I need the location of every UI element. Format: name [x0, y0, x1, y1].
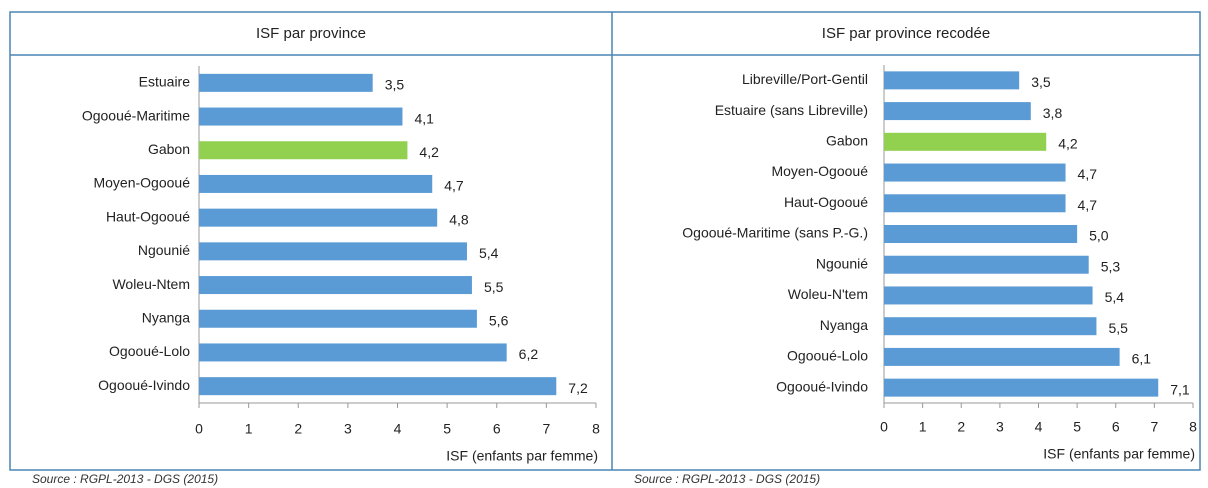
- bar: [884, 255, 1089, 274]
- bar: [199, 309, 477, 328]
- x-tick-label: 5: [443, 421, 451, 437]
- data-label: 4,7: [444, 178, 464, 194]
- data-label: 4,7: [1078, 197, 1098, 213]
- bar: [884, 194, 1066, 213]
- category-label: Haut-Ogooué: [784, 194, 868, 210]
- x-tick-label: 2: [957, 419, 965, 435]
- data-label: 7,2: [568, 380, 588, 396]
- x-tick-label: 1: [919, 419, 927, 435]
- category-label: Ogooué-Ivindo: [776, 378, 868, 394]
- x-tick-label: 7: [1150, 419, 1158, 435]
- data-label: 6,2: [519, 346, 539, 362]
- bar: [199, 343, 507, 362]
- bar: [884, 71, 1020, 90]
- category-label: Ngounié: [816, 255, 868, 271]
- x-tick-label: 8: [592, 421, 600, 437]
- x-axis-title: ISF (enfants par femme): [1043, 446, 1195, 462]
- data-label: 5,5: [1108, 320, 1128, 336]
- data-label: 5,3: [1101, 258, 1121, 274]
- data-label: 6,1: [1132, 351, 1152, 367]
- bar: [884, 132, 1047, 151]
- category-label: Gabon: [148, 141, 190, 157]
- bar: [199, 174, 433, 193]
- source: Source : RGPL-2013 - DGS (2015): [634, 472, 820, 486]
- category-label: Gabon: [826, 133, 868, 149]
- x-tick-label: 4: [1035, 419, 1043, 435]
- category-label: Ogooué-Lolo: [787, 348, 868, 364]
- data-label: 5,0: [1089, 228, 1109, 244]
- data-label: 4,2: [1058, 136, 1078, 152]
- category-label: Nyanga: [142, 309, 190, 325]
- x-tick-label: 6: [1112, 419, 1120, 435]
- bar: [884, 102, 1031, 121]
- chart-title: ISF par province recodée: [822, 25, 990, 42]
- bar: [199, 276, 472, 295]
- bar: [884, 378, 1159, 397]
- x-tick-label: 6: [493, 421, 501, 437]
- x-tick-label: 0: [195, 421, 203, 437]
- bar: [884, 317, 1097, 336]
- data-label: 3,5: [1031, 74, 1051, 90]
- x-tick-label: 0: [880, 419, 888, 435]
- category-label: Nyanga: [820, 317, 868, 333]
- data-label: 4,7: [1078, 166, 1098, 182]
- data-label: 3,8: [1043, 105, 1063, 121]
- x-tick-label: 8: [1189, 419, 1197, 435]
- category-label: Libreville/Port-Gentil: [742, 71, 868, 87]
- x-tick-label: 5: [1073, 419, 1081, 435]
- category-label: Moyen-Ogooué: [93, 175, 190, 191]
- category-label: Moyen-Ogooué: [771, 163, 868, 179]
- bar: [199, 73, 373, 92]
- data-label: 5,6: [489, 312, 509, 328]
- data-label: 5,4: [479, 245, 499, 261]
- bar: [199, 208, 438, 227]
- x-tick-label: 1: [245, 421, 253, 437]
- bar: [884, 347, 1120, 366]
- x-axis-title: ISF (enfants par femme): [446, 448, 598, 464]
- category-label: Ogooué-Maritime (sans P.-G.): [682, 225, 868, 241]
- category-label: Ngounié: [138, 242, 190, 258]
- data-label: 5,5: [484, 279, 504, 295]
- category-label: Woleu-N'tem: [788, 286, 868, 302]
- source: Source : RGPL-2013 - DGS (2015): [32, 472, 218, 486]
- bar: [199, 377, 557, 396]
- frame: [9, 11, 1201, 471]
- x-tick-label: 4: [394, 421, 402, 437]
- bar: [199, 141, 408, 160]
- bar: [199, 242, 467, 261]
- category-label: Ogooué-Ivindo: [98, 377, 190, 393]
- data-label: 4,2: [419, 144, 439, 160]
- data-label: 5,4: [1105, 289, 1125, 305]
- data-label: 4,8: [449, 211, 469, 227]
- data-label: 7,1: [1170, 381, 1190, 397]
- x-tick-label: 2: [294, 421, 302, 437]
- category-label: Estuaire (sans Libreville): [715, 102, 868, 118]
- category-label: Estuaire: [139, 74, 191, 90]
- data-label: 3,5: [385, 77, 405, 93]
- x-tick-label: 3: [996, 419, 1004, 435]
- category-label: Haut-Ogooué: [106, 208, 190, 224]
- chart-title: ISF par province: [256, 25, 366, 42]
- category-label: Woleu-Ntem: [112, 276, 190, 292]
- category-label: Ogooué-Maritime: [82, 107, 190, 123]
- category-label: Ogooué-Lolo: [109, 343, 190, 359]
- x-tick-label: 3: [344, 421, 352, 437]
- bar: [884, 286, 1093, 305]
- data-label: 4,1: [414, 110, 434, 126]
- bar: [199, 107, 403, 126]
- x-tick-label: 7: [542, 421, 550, 437]
- bar: [884, 163, 1066, 182]
- bar: [884, 225, 1078, 243]
